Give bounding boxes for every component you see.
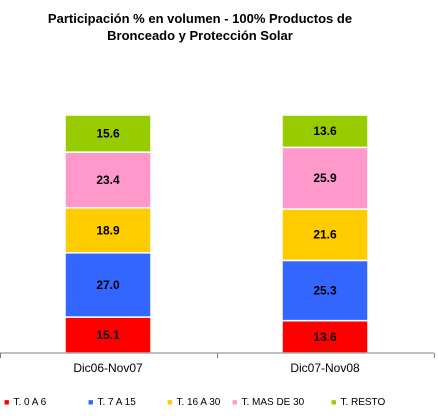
- legend-item-0: ■ T. 0 A 6: [4, 397, 46, 408]
- data-label-1-3: 25.9: [313, 171, 337, 185]
- data-label-1-4: 13.6: [313, 124, 337, 138]
- legend-label-3: T. MAS DE 30: [241, 397, 305, 408]
- chart-title: Participación % en volumen - 100% Produc…: [0, 10, 400, 44]
- bar-segment-0-1: [64, 252, 152, 318]
- legend-label-1: T. 7 A 15: [97, 397, 136, 408]
- category-label-0: Dic06-Nov07: [73, 361, 143, 375]
- legend-label-4: T. RESTO: [340, 397, 386, 408]
- legend-label-0: T. 0 A 6: [13, 397, 47, 408]
- legend-marker-1: ■: [88, 397, 94, 407]
- data-label-1-1: 25.3: [313, 284, 337, 298]
- data-label-0-4: 15.6: [96, 127, 120, 141]
- legend-item-3: ■ T. MAS DE 30: [232, 397, 304, 408]
- data-label-0-2: 18.9: [96, 223, 120, 237]
- bar-segment-0-0: [64, 316, 152, 354]
- chart-title-line-1: Participación % en volumen - 100% Produc…: [47, 11, 353, 26]
- chart-title-line-2: Bronceado y Protección Solar: [107, 28, 293, 43]
- bar-segment-1-2: [281, 208, 369, 262]
- bar-segment-0-2: [64, 207, 152, 254]
- data-label-0-1: 27.0: [96, 278, 120, 292]
- data-label-0-0: 15.1: [96, 328, 120, 342]
- legend-marker-2: ■: [167, 397, 173, 407]
- legend-marker-0: ■: [4, 397, 10, 407]
- bar-segment-1-4: [281, 114, 369, 149]
- legend-marker-4: ■: [331, 397, 337, 407]
- data-label-0-3: 23.4: [96, 173, 120, 187]
- legend-item-2: ■ T. 16 A 30: [167, 397, 220, 408]
- bar-segment-1-1: [281, 259, 369, 322]
- data-label-1-2: 21.6: [313, 228, 337, 242]
- legend-marker-3: ■: [232, 397, 238, 407]
- data-label-1-0: 13.6: [313, 330, 337, 344]
- bar-segment-1-3: [281, 146, 369, 210]
- bar-segment-0-4: [64, 114, 152, 153]
- legend-item-4: ■ T. RESTO: [331, 397, 385, 408]
- legend-item-1: ■ T. 7 A 15: [88, 397, 136, 408]
- legend-label-2: T. 16 A 30: [176, 397, 221, 408]
- category-label-1: Dic07-Nov08: [290, 361, 360, 375]
